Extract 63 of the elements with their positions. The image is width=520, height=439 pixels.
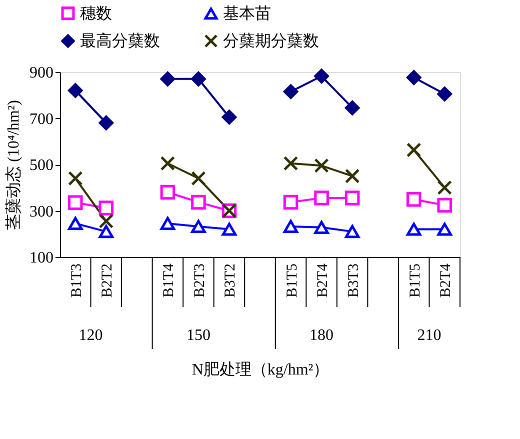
point [406, 222, 422, 236]
point [160, 216, 176, 230]
point [406, 192, 422, 207]
point [222, 110, 237, 124]
text: 150 [186, 327, 210, 344]
legend-label: 穗数 [80, 5, 112, 22]
x-tick-label: B2T4 [315, 263, 332, 298]
point [406, 70, 422, 85]
point [191, 194, 206, 210]
point [160, 72, 176, 86]
x-axis-title: N肥处理（kg/hm²） [192, 360, 330, 379]
point [191, 220, 206, 234]
legend-label: 最高分蘖数 [80, 32, 160, 50]
text: 180 [310, 327, 334, 344]
point [437, 180, 452, 195]
x-tick-label: B3T2 [222, 264, 239, 298]
point [68, 195, 83, 210]
point [344, 168, 360, 184]
point [344, 100, 360, 116]
y-tick-label: 900 [30, 64, 54, 82]
point [160, 184, 176, 200]
point [437, 86, 452, 102]
point [344, 225, 360, 238]
point [314, 158, 329, 174]
x-tick-label: B1T5 [407, 264, 424, 298]
point [283, 220, 298, 234]
point [283, 156, 298, 171]
point [283, 194, 298, 210]
point [283, 84, 298, 100]
point [344, 190, 360, 206]
legend-label: 基本苗 [223, 4, 271, 23]
point [314, 68, 329, 84]
point [160, 156, 176, 171]
y-tick-label: 100 [30, 250, 54, 266]
legend-label: 分蘖期分蘖数 [223, 32, 319, 50]
point [191, 72, 206, 86]
point [314, 190, 329, 206]
x-tick-label: B2T4 [438, 263, 454, 298]
point [437, 222, 452, 236]
point [222, 222, 237, 236]
point [406, 142, 422, 158]
x-tick-label: B3T3 [346, 264, 362, 298]
x-tick-label: B1T4 [161, 263, 178, 298]
point [314, 220, 329, 234]
point [98, 200, 114, 216]
y-tick-label: 700 [30, 110, 54, 128]
point [437, 198, 452, 213]
point [191, 171, 206, 186]
y-tick-label: 500 [30, 157, 54, 174]
point [98, 116, 114, 130]
text: 120 [78, 327, 103, 344]
point [98, 225, 114, 238]
x-tick-label: B1T5 [284, 264, 300, 298]
x-tick-label: B1T3 [68, 264, 85, 298]
point [68, 216, 83, 230]
x-tick-label: B2T3 [192, 264, 208, 298]
point [98, 214, 114, 229]
point [68, 171, 83, 186]
y-axis-title: 茎蘖动态 (10⁴/hm²) [4, 100, 22, 230]
point [68, 83, 83, 98]
y-tick-label: 300 [30, 203, 54, 220]
x-tick-label: B2T2 [100, 264, 116, 298]
text: 210 [417, 327, 442, 344]
